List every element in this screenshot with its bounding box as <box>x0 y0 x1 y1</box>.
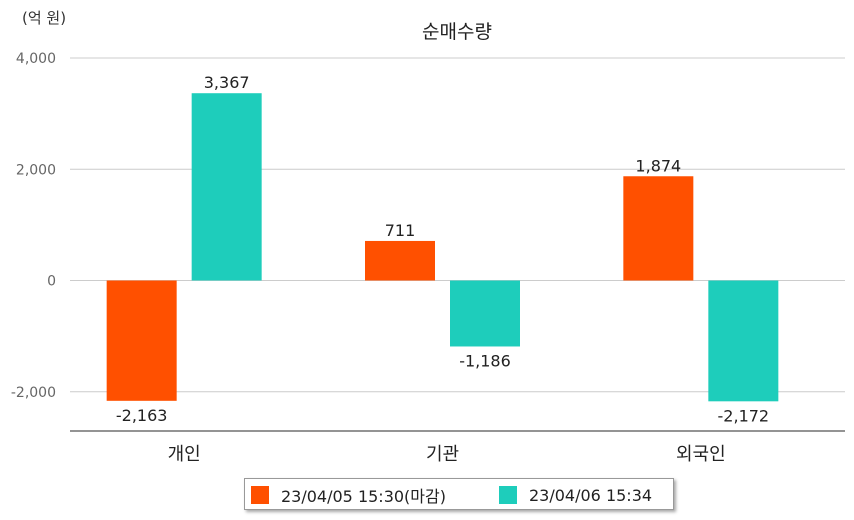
data-label: -2,172 <box>718 406 770 425</box>
legend: 23/04/05 15:30(마감) 23/04/06 15:34 <box>244 478 674 510</box>
data-label: -2,163 <box>116 406 168 425</box>
data-label: -1,186 <box>459 351 511 370</box>
y-tick-label: 4,000 <box>16 51 56 67</box>
bar[interactable] <box>365 240 435 281</box>
y-tick-label: 2,000 <box>16 162 56 178</box>
data-label: 3,367 <box>204 73 250 92</box>
legend-swatch-series-1 <box>251 486 269 504</box>
y-axis-ticks: 4,000 2,000 0 -2,000 <box>11 51 56 401</box>
unit-label: (억 원) <box>22 9 66 27</box>
legend-label-series-2: 23/04/06 15:34 <box>529 485 653 505</box>
data-label: 1,874 <box>635 156 681 175</box>
bar[interactable] <box>623 176 694 281</box>
y-tick-label: -2,000 <box>11 385 56 401</box>
legend-label-series-1: 23/04/05 15:30(마감) <box>281 487 446 506</box>
bar[interactable] <box>708 280 779 402</box>
category-label: 외국인 <box>676 444 726 465</box>
legend-swatch-series-2 <box>499 486 517 504</box>
data-labels: -2,163 3,367 711 -1,186 1,874 -2,172 <box>116 73 769 425</box>
y-tick-label: 0 <box>47 274 56 290</box>
legend-item-series-2[interactable]: 23/04/06 15:34 <box>499 485 652 505</box>
bar[interactable] <box>450 280 520 347</box>
chart-title: 순매수량 <box>422 21 492 43</box>
category-labels: 개인 기관 외국인 <box>168 444 726 465</box>
bar[interactable] <box>106 280 177 401</box>
category-label: 개인 <box>168 444 201 465</box>
bar[interactable] <box>191 93 262 281</box>
data-label: 711 <box>385 221 416 240</box>
legend-item-series-1[interactable]: 23/04/05 15:30(마감) <box>251 485 446 506</box>
category-label: 기관 <box>426 444 459 465</box>
bars <box>106 93 779 402</box>
